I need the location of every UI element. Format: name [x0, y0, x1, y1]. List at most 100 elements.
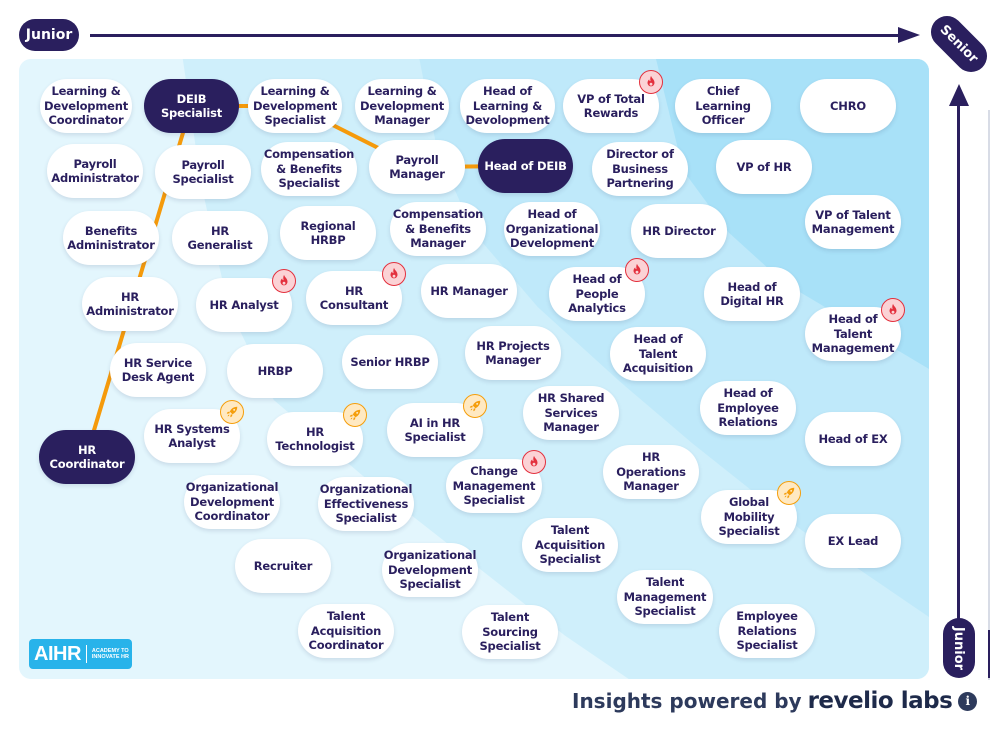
junior-label-text: Junior: [25, 27, 73, 43]
role-node-payroll-mgr[interactable]: Payroll Manager: [369, 140, 465, 194]
role-label: Payroll Administrator: [51, 156, 139, 186]
role-node-head-deib[interactable]: Head of DEIB: [478, 139, 573, 193]
role-node-change-mgmt-spec[interactable]: Change Management Specialist: [446, 459, 542, 513]
role-node-hr-consultant[interactable]: HR Consultant: [306, 271, 402, 325]
role-node-talent-sourcing[interactable]: Talent Sourcing Specialist: [462, 605, 558, 659]
role-node-od-spec[interactable]: Organizational Development Specialist: [382, 543, 478, 597]
role-node-hr-systems-analyst[interactable]: HR Systems Analyst: [144, 409, 240, 463]
role-node-hr-director[interactable]: HR Director: [631, 204, 727, 258]
role-label: Learning & Development Manager: [360, 84, 444, 128]
role-node-od-coord[interactable]: Organizational Development Coordinator: [184, 475, 280, 529]
role-label: Head of Talent Acquisition: [622, 332, 694, 376]
role-node-head-er[interactable]: Head of Employee Relations: [700, 381, 796, 435]
role-node-vp-talent[interactable]: VP of Talent Management: [805, 195, 901, 249]
role-node-hr-ops-mgr[interactable]: HR Operations Manager: [603, 445, 699, 499]
role-label: Organizational Development Specialist: [383, 548, 477, 592]
role-node-hr-projects-mgr[interactable]: HR Projects Manager: [465, 326, 561, 380]
role-node-ld-mgr[interactable]: Learning & Development Manager: [355, 79, 449, 133]
role-label: Organizational Development Coordinator: [185, 480, 279, 524]
role-node-oe-spec[interactable]: Organizational Effectiveness Specialist: [318, 477, 414, 531]
role-label: HR Manager: [430, 283, 508, 298]
role-label: Chief Learning Officer: [695, 84, 751, 128]
role-node-er-spec[interactable]: Employee Relations Specialist: [719, 604, 815, 658]
role-node-chro[interactable]: CHRO: [800, 79, 896, 133]
role-node-regional-hrbp[interactable]: Regional HRBP: [280, 206, 376, 260]
role-label: Talent Sourcing Specialist: [479, 610, 541, 654]
fire-icon: [522, 450, 546, 474]
career-map-canvas: Learning & Development Coordinator DEIB S…: [19, 59, 929, 679]
role-label: Regional HRBP: [300, 218, 356, 248]
role-label: VP of HR: [736, 159, 792, 174]
role-label: CHRO: [830, 98, 866, 113]
role-node-cb-mgr[interactable]: Compensation & Benefits Manager: [390, 202, 486, 256]
fire-icon: [272, 269, 296, 293]
role-label: HR Systems Analyst: [154, 421, 230, 451]
role-node-head-od[interactable]: Head of Organizational Development: [504, 202, 600, 256]
role-label: Payroll Manager: [389, 152, 445, 182]
role-label: HR Analyst: [209, 297, 279, 312]
role-label: Head of DEIB: [484, 158, 567, 173]
role-label: Director of Business Partnering: [606, 147, 674, 191]
role-label: Compensation & Benefits Manager: [392, 207, 484, 251]
role-node-payroll-admin[interactable]: Payroll Administrator: [47, 144, 143, 198]
role-node-global-mobility[interactable]: Global Mobility Specialist: [701, 490, 797, 544]
role-node-hr-shared-services[interactable]: HR Shared Services Manager: [523, 386, 619, 440]
role-label: Talent Acquisition Specialist: [534, 523, 606, 567]
role-label: HR Coordinator: [49, 442, 125, 472]
role-node-head-ex[interactable]: Head of EX: [805, 412, 901, 466]
role-label: HR Administrator: [86, 289, 174, 319]
role-label: Talent Acquisition Coordinator: [308, 609, 384, 653]
role-node-deib-spec[interactable]: DEIB Specialist: [144, 79, 239, 133]
role-node-ta-spec[interactable]: Talent Acquisition Specialist: [522, 518, 618, 572]
role-node-head-ta[interactable]: Head of Talent Acquisition: [610, 327, 706, 381]
role-node-cb-spec[interactable]: Compensation & Benefits Specialist: [261, 142, 357, 196]
role-node-senior-hrbp[interactable]: Senior HRBP: [342, 335, 438, 389]
role-node-head-digital-hr[interactable]: Head of Digital HR: [704, 267, 800, 321]
vertical-axis-line: [957, 100, 960, 620]
role-label: Benefits Administrator: [67, 223, 155, 253]
role-label: HR Projects Manager: [476, 338, 550, 368]
role-label: Compensation & Benefits Specialist: [263, 147, 355, 191]
role-node-hr-service-desk[interactable]: HR Service Desk Agent: [110, 343, 206, 397]
role-label: Learning & Development Coordinator: [44, 84, 128, 128]
role-label: VP of Total Rewards: [577, 91, 645, 121]
role-label: Change Management Specialist: [452, 464, 536, 508]
role-label: HR Director: [642, 223, 716, 238]
role-node-head-talent-mgmt[interactable]: Head of Talent Management: [805, 307, 901, 361]
role-label: Payroll Specialist: [172, 157, 234, 187]
role-label: HRBP: [257, 363, 293, 378]
role-node-tm-spec[interactable]: Talent Management Specialist: [617, 570, 713, 624]
role-node-hr-generalist[interactable]: HR Generalist: [172, 211, 268, 265]
revelio-labs-logo[interactable]: revelio labs: [807, 688, 953, 714]
role-node-hrbp[interactable]: HRBP: [227, 344, 323, 398]
role-label: Senior HRBP: [350, 354, 430, 369]
role-node-ld-coord[interactable]: Learning & Development Coordinator: [40, 79, 132, 133]
rocket-icon: [777, 481, 801, 505]
role-node-head-ld[interactable]: Head of Learning & Devolopment: [460, 79, 555, 133]
role-node-clo[interactable]: Chief Learning Officer: [675, 79, 771, 133]
role-label: VP of Talent Management: [811, 207, 895, 237]
role-node-vp-hr[interactable]: VP of HR: [716, 140, 812, 194]
role-node-hr-manager[interactable]: HR Manager: [421, 264, 517, 318]
logo-tagline-line-2: INNOVATE HR: [91, 654, 129, 660]
logo-wordmark: AIHR: [34, 642, 81, 665]
role-node-recruiter[interactable]: Recruiter: [235, 539, 331, 593]
senior-axis-label: Senior: [924, 9, 990, 79]
role-node-hr-admin[interactable]: HR Administrator: [82, 277, 178, 331]
role-label: AI in HR Specialist: [404, 415, 466, 445]
role-node-payroll-spec[interactable]: Payroll Specialist: [155, 145, 251, 199]
role-node-hr-coordinator[interactable]: HR Coordinator: [39, 430, 135, 484]
role-node-ld-spec[interactable]: Learning & Development Specialist: [248, 79, 342, 133]
role-node-ta-coord[interactable]: Talent Acquisition Coordinator: [298, 604, 394, 658]
role-node-vp-rewards[interactable]: VP of Total Rewards: [563, 79, 659, 133]
role-label: Head of EX: [818, 431, 888, 446]
fire-icon: [881, 298, 905, 322]
role-label: HR Generalist: [187, 223, 253, 253]
role-node-ex-lead[interactable]: EX Lead: [805, 514, 901, 568]
role-node-dir-bp[interactable]: Director of Business Partnering: [592, 142, 688, 196]
role-label: Organizational Effectiveness Specialist: [319, 482, 413, 526]
role-node-benefits-admin[interactable]: Benefits Administrator: [63, 211, 159, 265]
info-icon[interactable]: i: [958, 691, 978, 711]
horizontal-axis-arrow-icon: [898, 27, 920, 43]
attribution-footer: Insights powered by revelio labs i: [572, 688, 978, 714]
